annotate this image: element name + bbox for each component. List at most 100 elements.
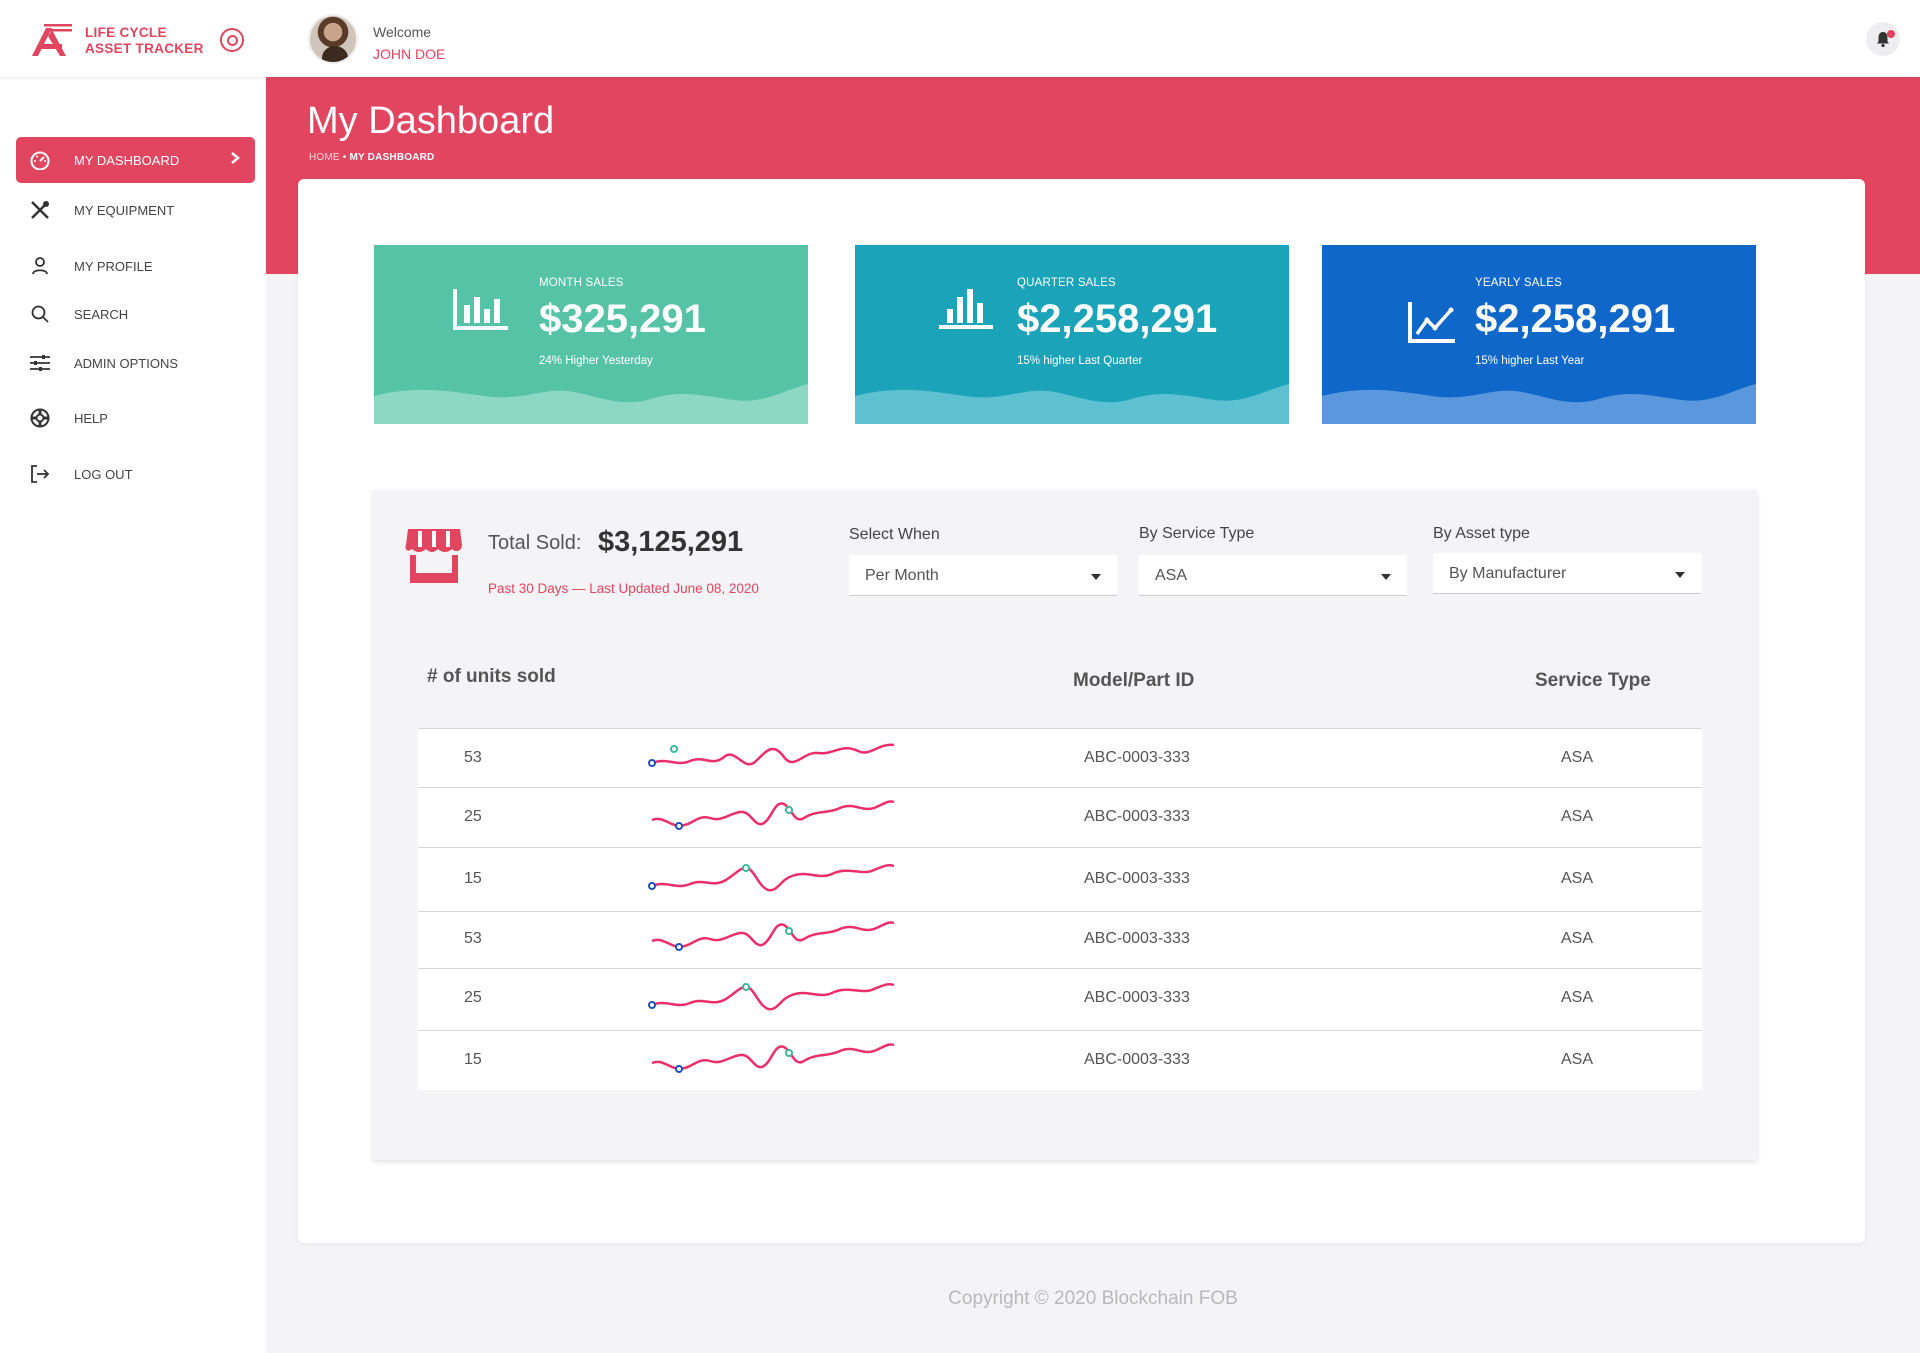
filter-asset-select[interactable]: By Manufacturer	[1433, 553, 1701, 594]
stat-tile-quarter-sales[interactable]: QUARTER SALES $2,258,291 15% higher Last…	[855, 245, 1289, 424]
stat-label: QUARTER SALES	[1017, 277, 1116, 289]
wave-decoration	[1322, 384, 1756, 424]
filter-service-label: By Service Type	[1139, 525, 1255, 542]
cell-units: 25	[464, 989, 482, 1006]
app-logo[interactable]	[30, 22, 74, 56]
cell-service: ASA	[1561, 930, 1594, 947]
sidebar-item-label: MY PROFILE	[74, 258, 153, 274]
table-row[interactable]: 15 ABC-0003-333 ASA	[418, 1030, 1702, 1090]
sparkline	[648, 863, 894, 892]
avatar[interactable]	[308, 14, 358, 64]
sidebar-item-my-dashboard[interactable]: MY DASHBOARD	[16, 137, 255, 183]
page-title: My Dashboard	[307, 100, 555, 142]
table-row[interactable]: 53 ABC-0003-333 ASA	[418, 728, 1702, 787]
table-row[interactable]: 25 ABC-0003-333 ASA	[418, 787, 1702, 847]
sparkline	[651, 800, 894, 830]
wave-decoration	[374, 384, 808, 424]
chevron-right-icon	[231, 152, 240, 164]
sidebar-item-label: LOG OUT	[74, 466, 133, 482]
stat-label: YEARLY SALES	[1475, 277, 1562, 289]
cell-model: ABC-0003-333	[1084, 989, 1190, 1006]
filter-when-label: Select When	[849, 526, 940, 543]
cell-units: 53	[464, 930, 482, 947]
total-sold-label: Total Sold:	[488, 532, 582, 554]
cell-service: ASA	[1561, 808, 1594, 825]
cell-units: 25	[464, 808, 482, 825]
sparkline	[651, 1043, 894, 1073]
filter-asset-value: By Manufacturer	[1449, 565, 1567, 582]
notifications-button[interactable]	[1866, 22, 1900, 56]
sidebar-item-my-equipment[interactable]: MY EQUIPMENT	[16, 187, 255, 233]
filter-when-value: Per Month	[865, 567, 939, 584]
sidebar-item-my-profile[interactable]: MY PROFILE	[16, 243, 255, 289]
cell-service: ASA	[1561, 989, 1594, 1006]
table-row[interactable]: 25 ABC-0003-333 ASA	[418, 968, 1702, 1030]
line-chart-icon	[1408, 302, 1455, 343]
sidebar: MY DASHBOARD MY EQUIPMENT MY PROFILE SEA…	[0, 77, 266, 1353]
caret-down-icon	[1091, 574, 1101, 580]
caret-down-icon	[1381, 574, 1391, 580]
stat-value: $2,258,291	[1475, 297, 1676, 341]
sidebar-item-label: MY DASHBOARD	[74, 152, 180, 168]
cell-units: 15	[464, 870, 482, 887]
sidebar-item-admin-options[interactable]: ADMIN OPTIONS	[16, 340, 255, 386]
cell-model: ABC-0003-333	[1084, 749, 1190, 766]
menu-toggle-icon[interactable]	[220, 28, 244, 52]
app-title-line2: ASSET TRACKER	[85, 41, 204, 56]
filter-service-value: ASA	[1155, 567, 1188, 584]
app-title: LIFE CYCLE ASSET TRACKER	[85, 25, 204, 57]
bar-chart-icon	[453, 289, 508, 330]
stat-value: $325,291	[539, 297, 706, 341]
user-icon	[28, 254, 52, 278]
breadcrumb-separator: •	[342, 152, 347, 163]
lifebuoy-icon	[28, 406, 52, 430]
sparkline	[651, 921, 894, 951]
column-header-model[interactable]: Model/Part ID	[1073, 670, 1195, 691]
stat-subtext: 15% higher Last Year	[1475, 355, 1585, 367]
total-sold-value: $3,125,291	[598, 526, 744, 558]
sliders-icon	[28, 351, 52, 375]
filter-service-select[interactable]: ASA	[1139, 555, 1407, 596]
top-header: LIFE CYCLE ASSET TRACKER Welcome JOHN DO…	[0, 0, 1920, 77]
cell-units: 15	[464, 1051, 482, 1068]
user-name[interactable]: JOHN DOE	[373, 46, 446, 62]
total-sold-subtitle: Past 30 Days — Last Updated June 08, 202…	[488, 581, 759, 596]
stat-tile-month-sales[interactable]: MONTH SALES $325,291 24% Higher Yesterda…	[374, 245, 808, 424]
filter-asset-label: By Asset type	[1433, 525, 1530, 542]
speedometer-icon	[28, 148, 52, 172]
caret-down-icon	[1675, 572, 1685, 578]
column-header-units[interactable]: # of units sold	[427, 666, 556, 687]
notification-badge	[1887, 30, 1895, 38]
bell-icon	[1877, 32, 1889, 48]
cell-model: ABC-0003-333	[1084, 808, 1190, 825]
stat-subtext: 15% higher Last Quarter	[1017, 355, 1143, 367]
stat-subtext: 24% Higher Yesterday	[539, 355, 653, 367]
sidebar-item-label: SEARCH	[74, 306, 129, 322]
wave-decoration	[855, 384, 1289, 424]
tools-icon	[28, 198, 52, 222]
cell-service: ASA	[1561, 1051, 1594, 1068]
app-title-line1: LIFE CYCLE	[85, 25, 167, 40]
sidebar-item-log-out[interactable]: LOG OUT	[16, 451, 255, 497]
sidebar-item-label: HELP	[74, 410, 108, 426]
footer-copyright: Copyright © 2020 Blockchain FOB	[948, 1288, 1238, 1309]
breadcrumb-home[interactable]: HOME	[309, 152, 340, 163]
cell-units: 53	[464, 749, 482, 766]
cell-model: ABC-0003-333	[1084, 870, 1190, 887]
cell-model: ABC-0003-333	[1084, 1051, 1190, 1068]
cell-model: ABC-0003-333	[1084, 930, 1190, 947]
filter-when-select[interactable]: Per Month	[849, 555, 1117, 596]
sidebar-item-search[interactable]: SEARCH	[16, 291, 255, 337]
store-icon	[405, 529, 462, 583]
sidebar-item-label: MY EQUIPMENT	[74, 202, 175, 218]
table-row[interactable]: 53 ABC-0003-333 ASA	[418, 911, 1702, 968]
sidebar-item-help[interactable]: HELP	[16, 395, 255, 441]
sidebar-item-label: ADMIN OPTIONS	[74, 355, 179, 371]
column-header-service[interactable]: Service Type	[1535, 670, 1651, 691]
logout-icon	[28, 462, 52, 486]
table-row[interactable]: 15 ABC-0003-333 ASA	[418, 847, 1702, 911]
stat-tile-yearly-sales[interactable]: YEARLY SALES $2,258,291 15% higher Last …	[1322, 245, 1756, 424]
sparkline	[648, 743, 894, 767]
stat-label: MONTH SALES	[539, 277, 624, 289]
welcome-text: Welcome	[373, 24, 432, 40]
